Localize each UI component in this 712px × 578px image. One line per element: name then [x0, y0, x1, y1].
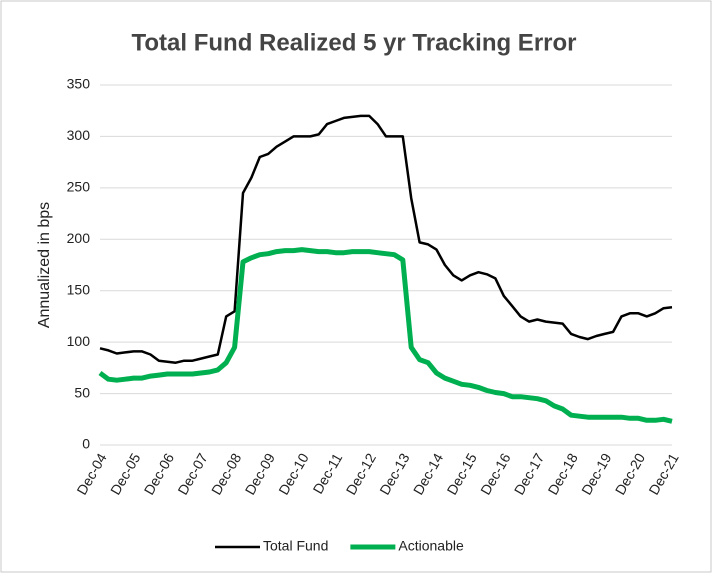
legend-label: Total Fund	[263, 538, 328, 554]
y-tick-label: 200	[67, 230, 91, 246]
y-tick-label: 300	[67, 127, 91, 143]
series-line	[99, 114, 673, 364]
y-tick-label: 350	[67, 76, 91, 92]
chart-title: Total Fund Realized 5 yr Tracking Error	[132, 29, 577, 56]
series-line	[98, 247, 673, 424]
y-tick-label: 100	[67, 333, 91, 349]
legend-label: Actionable	[398, 538, 464, 554]
y-tick-label: 150	[67, 281, 91, 297]
y-tick-label: 250	[67, 179, 91, 195]
y-tick-label: 50	[74, 384, 90, 400]
y-axis-label: Annualized in bps	[36, 202, 53, 328]
y-tick-label: 0	[82, 436, 90, 452]
